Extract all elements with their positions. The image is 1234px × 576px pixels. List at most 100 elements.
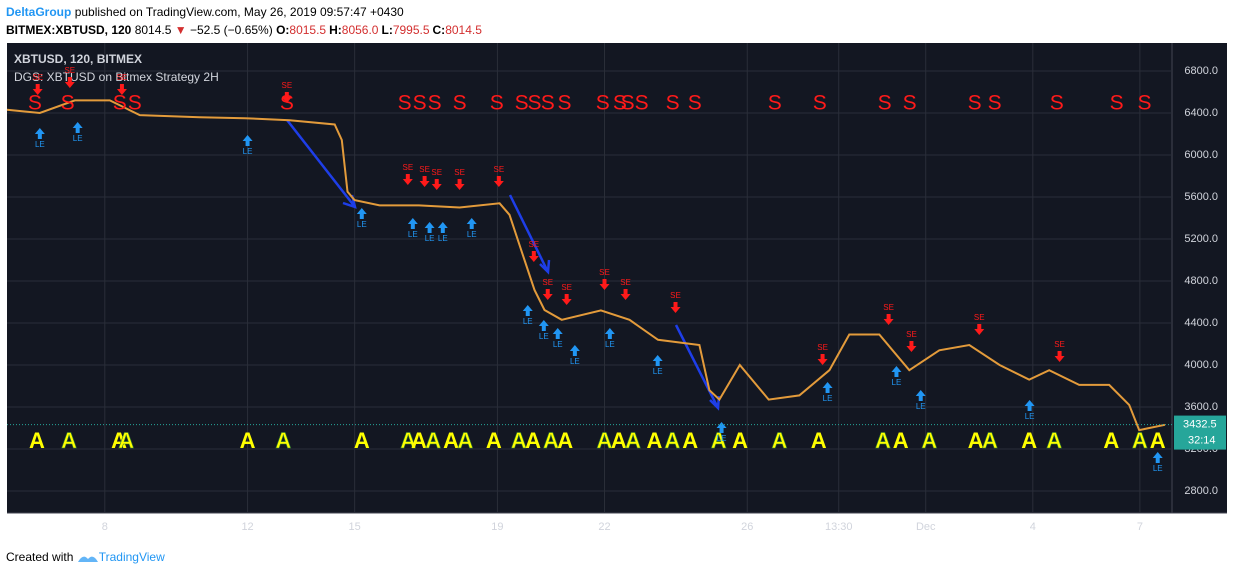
long-entry-arrow <box>891 366 902 378</box>
long-entry-label: LE <box>408 230 418 239</box>
sell-signal: S <box>613 92 627 115</box>
long-entry-label: LE <box>653 367 663 376</box>
y-tick-label: 4000.0 <box>1184 359 1218 371</box>
sell-signal: S <box>621 92 635 115</box>
short-entry-label: SE <box>431 168 442 177</box>
long-entry-label: LE <box>425 234 435 243</box>
short-entry-arrow <box>599 279 610 291</box>
long-entry-label: LE <box>570 357 580 366</box>
sell-signal: S <box>28 92 42 115</box>
alert-signal: A <box>275 428 291 453</box>
long-entry-arrow <box>1024 399 1035 411</box>
header-line: DeltaGroup published on TradingView.com,… <box>6 5 404 19</box>
short-entry-arrow <box>974 323 985 335</box>
long-entry-arrow <box>437 221 448 233</box>
sell-signal: S <box>688 92 702 115</box>
short-entry-arrow <box>542 288 553 300</box>
short-entry-label: SE <box>117 73 128 82</box>
long-entry-arrow <box>522 305 533 317</box>
short-entry-label: SE <box>454 168 465 177</box>
trade-arrows <box>286 119 721 411</box>
short-entry-label: SE <box>620 278 631 287</box>
short-entry-arrow <box>493 176 504 188</box>
author: DeltaGroup <box>6 5 72 19</box>
long-entry-label: LE <box>243 147 253 156</box>
chart: XBTUSD, 120, BITMEX DGS: XBTUSD on Bitme… <box>6 43 1227 533</box>
long-entry-label: LE <box>357 220 367 229</box>
sell-signal: S <box>635 92 649 115</box>
sell-signal: S <box>541 92 555 115</box>
y-tick-label: 5600.0 <box>1184 191 1218 203</box>
sell-signal: S <box>428 92 442 115</box>
sell-signal: S <box>1110 92 1124 115</box>
sell-signal: S <box>398 92 412 115</box>
long-entry-label: LE <box>916 402 926 411</box>
alert-signal: A <box>354 428 370 453</box>
arrow: ▼ <box>174 23 187 37</box>
short-entry-arrow <box>32 84 43 96</box>
short-entry-label: SE <box>906 330 917 339</box>
short-entry-arrow <box>281 92 292 104</box>
panel <box>7 43 1227 513</box>
short-entry-label: SE <box>561 283 572 292</box>
long-entry-label: LE <box>823 394 833 403</box>
alert-signal: A <box>1021 428 1037 453</box>
ohlc-value: 7995.5 <box>392 23 430 37</box>
short-entry-arrow <box>1054 350 1065 362</box>
y-tick-label: 6800.0 <box>1184 65 1218 77</box>
sell-signal: S <box>596 92 610 115</box>
short-entry-arrow <box>116 84 127 96</box>
last: 8014.5 <box>134 23 172 37</box>
ohlc-label: H: <box>329 23 342 37</box>
long-entry-label: LE <box>35 140 45 149</box>
short-entry-label: SE <box>542 278 553 287</box>
short-entry-label: SE <box>599 268 610 277</box>
ohlc-value: 8015.5 <box>289 23 327 37</box>
sell-signal: S <box>113 92 127 115</box>
long-entry-arrow <box>466 217 477 229</box>
long-entry-arrow <box>552 328 563 340</box>
short-entry-arrow <box>561 294 572 306</box>
alert-signal: A <box>29 428 45 453</box>
sell-signal: S <box>813 92 827 115</box>
alert-signal: A <box>411 428 427 453</box>
alert-signal: A <box>425 428 441 453</box>
sell-signal: S <box>1050 92 1064 115</box>
alert-signal: A <box>457 428 473 453</box>
price-line <box>6 99 1166 432</box>
ohlc-value: 8014.5 <box>445 23 482 37</box>
sell-signal: S <box>988 92 1002 115</box>
short-entry-arrow <box>906 340 917 352</box>
long-entry-label: LE <box>605 340 615 349</box>
grid <box>7 43 1172 512</box>
alert-signal: A <box>61 428 77 453</box>
long-entry-arrow <box>424 221 435 233</box>
long-entry-arrow <box>1152 452 1163 464</box>
alert-signal: A <box>1103 428 1119 453</box>
alert-signal: A <box>875 428 891 453</box>
y-tick-label: 6400.0 <box>1184 107 1218 119</box>
short-entry-label: SE <box>528 240 539 249</box>
long-entry-arrow <box>652 355 663 367</box>
sell-signal: S <box>768 92 782 115</box>
alert-signal: A <box>511 428 527 453</box>
long-entry-label: LE <box>539 332 549 341</box>
alert-signal: A <box>1132 428 1148 453</box>
sell-signal: S <box>413 92 427 115</box>
short-entry-arrow <box>620 288 631 300</box>
brand-logo <box>77 556 98 562</box>
alert-signal: A <box>597 428 613 453</box>
long-entry-label: LE <box>553 340 563 349</box>
long-entry-arrow <box>538 319 549 331</box>
sell-signal: S <box>453 92 467 115</box>
long-entry-label: LE <box>1153 464 1163 473</box>
short-entry-label: SE <box>64 66 75 75</box>
alert-signal: A <box>240 428 256 453</box>
alert-signal: A <box>543 428 559 453</box>
alert-signal: A <box>771 428 787 453</box>
long-entry-label: LE <box>523 317 533 326</box>
alert-signal: A <box>893 428 909 453</box>
ohlc: O:8015.5 H:8056.0 L:7995.5 C:8014.5 <box>276 23 485 37</box>
ohlc-label: O: <box>276 23 290 37</box>
